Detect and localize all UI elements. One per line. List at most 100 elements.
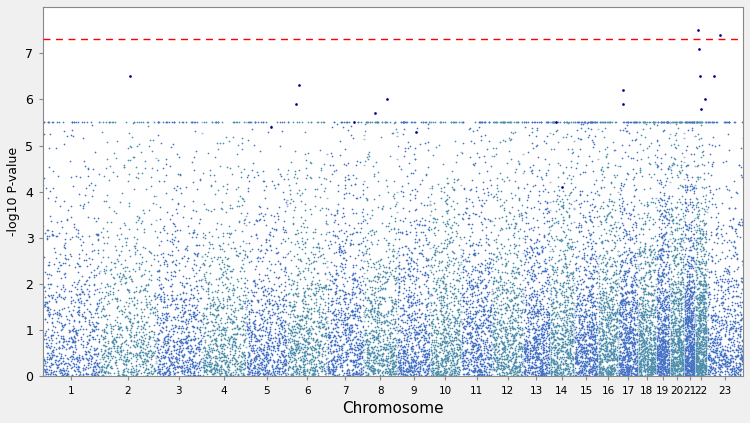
Point — [689, 259, 701, 266]
Point — [684, 342, 696, 349]
Point — [170, 273, 182, 280]
Point — [438, 313, 450, 320]
Point — [700, 360, 712, 366]
Point — [437, 367, 449, 374]
Point — [602, 238, 614, 245]
Point — [130, 283, 142, 290]
Point — [462, 309, 474, 316]
Point — [548, 358, 560, 365]
Point — [46, 347, 58, 354]
Point — [595, 297, 607, 303]
Point — [676, 354, 688, 360]
Point — [444, 333, 456, 340]
Point — [432, 369, 444, 376]
Point — [69, 299, 81, 305]
Point — [554, 302, 566, 308]
Point — [460, 371, 472, 377]
Point — [404, 367, 416, 374]
Point — [567, 173, 579, 179]
Point — [372, 337, 384, 343]
Point — [640, 357, 652, 364]
Point — [157, 343, 169, 350]
Point — [578, 308, 590, 315]
Point — [682, 332, 694, 339]
Point — [619, 227, 631, 233]
Point — [423, 364, 435, 371]
Point — [176, 307, 188, 313]
Point — [675, 266, 687, 273]
Point — [698, 324, 710, 330]
Point — [136, 364, 148, 371]
Point — [662, 242, 674, 248]
Point — [684, 328, 696, 335]
Point — [202, 349, 214, 355]
Point — [487, 302, 499, 309]
Point — [486, 300, 498, 307]
Point — [652, 352, 664, 359]
Point — [304, 366, 316, 373]
Point — [557, 365, 569, 372]
Point — [359, 338, 371, 345]
Point — [691, 267, 703, 274]
Point — [560, 310, 572, 317]
Point — [678, 350, 690, 357]
Point — [641, 362, 653, 368]
Point — [181, 369, 193, 376]
Point — [619, 316, 631, 322]
Point — [182, 279, 194, 286]
Point — [694, 292, 706, 299]
Point — [645, 199, 657, 206]
Point — [331, 346, 343, 352]
Point — [172, 317, 184, 324]
Point — [605, 214, 617, 220]
Point — [574, 363, 586, 370]
Point — [656, 322, 668, 329]
Point — [700, 281, 712, 288]
Point — [542, 354, 554, 361]
Point — [405, 255, 417, 261]
Point — [705, 314, 717, 321]
Point — [314, 244, 326, 251]
Point — [700, 342, 712, 349]
Point — [65, 288, 77, 294]
Point — [530, 353, 542, 360]
Point — [413, 363, 424, 370]
Point — [65, 298, 77, 305]
Point — [128, 301, 140, 308]
Point — [274, 372, 286, 379]
Point — [349, 358, 361, 365]
Point — [518, 329, 530, 336]
Point — [351, 336, 363, 343]
Point — [682, 119, 694, 126]
Point — [683, 337, 695, 343]
Point — [656, 307, 668, 314]
Point — [470, 365, 482, 372]
Point — [487, 330, 499, 337]
Point — [664, 365, 676, 372]
Point — [447, 342, 459, 349]
Point — [312, 323, 324, 330]
Point — [237, 372, 249, 379]
Point — [695, 289, 707, 296]
Point — [621, 348, 633, 354]
Point — [652, 312, 664, 319]
Point — [130, 299, 142, 306]
Point — [695, 278, 707, 285]
Point — [540, 267, 552, 274]
Point — [467, 354, 479, 360]
Point — [326, 360, 338, 367]
Point — [408, 370, 420, 377]
Point — [586, 256, 598, 263]
Point — [134, 251, 146, 258]
Point — [356, 361, 368, 368]
Point — [728, 305, 740, 312]
Point — [467, 276, 479, 283]
Point — [696, 355, 708, 362]
Point — [570, 360, 582, 366]
Point — [254, 216, 266, 222]
Point — [200, 313, 212, 320]
Point — [552, 334, 564, 341]
Point — [58, 338, 70, 345]
Point — [488, 294, 500, 301]
Point — [702, 294, 714, 301]
